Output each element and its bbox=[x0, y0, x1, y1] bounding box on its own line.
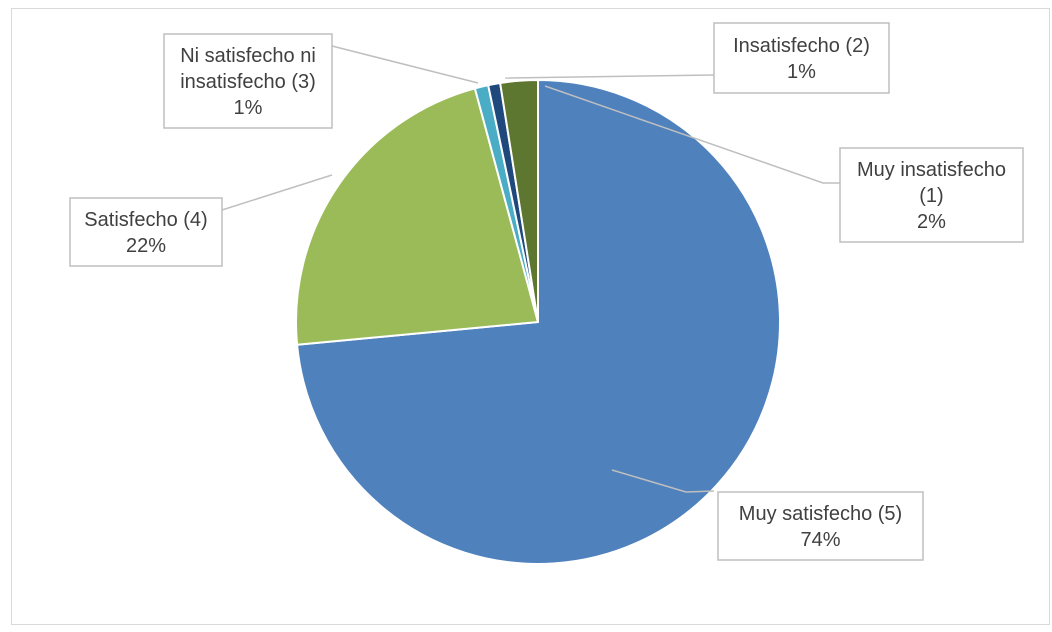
data-label-muy-insatisfecho-1: Muy insatisfecho (1) 2% bbox=[839, 147, 1024, 243]
data-label-box bbox=[713, 22, 890, 94]
data-label-text: Insatisfecho (2) 1% bbox=[733, 35, 870, 83]
data-label-category: (1) bbox=[919, 185, 943, 207]
data-label-text: Ni satisfecho ni insatisfecho (3) 1% bbox=[180, 45, 316, 119]
data-label-category: Ni satisfecho ni bbox=[180, 45, 316, 67]
pie-slice-satisfecho-4 bbox=[295, 87, 539, 346]
leader-line-insatisfecho-2 bbox=[504, 74, 715, 79]
data-label-text: Satisfecho (4) 22% bbox=[84, 209, 207, 257]
data-label-category: Insatisfecho (2) bbox=[733, 35, 870, 57]
data-label-percent: 22% bbox=[126, 235, 166, 257]
leader-lines-layer bbox=[221, 45, 840, 493]
data-label-text: Muy satisfecho (5) 74% bbox=[739, 503, 902, 551]
data-label-percent: 2% bbox=[917, 211, 946, 233]
data-label-box bbox=[839, 147, 1024, 243]
leader-line-satisfecho-4 bbox=[221, 174, 333, 211]
data-label-percent: 74% bbox=[800, 529, 840, 551]
leader-line-muy-satisfecho-5 bbox=[611, 469, 715, 493]
data-label-box bbox=[717, 491, 924, 561]
data-label-muy-satisfecho-5: Muy satisfecho (5) 74% bbox=[717, 491, 924, 561]
data-label-box bbox=[69, 197, 223, 267]
leader-line-ni-satisfecho-ni-insatisfecho-3 bbox=[331, 45, 479, 84]
data-label-category: Muy insatisfecho bbox=[857, 159, 1006, 181]
data-label-insatisfecho-2: Insatisfecho (2) 1% bbox=[713, 22, 890, 94]
chart-area-border bbox=[11, 8, 1050, 625]
leader-line-muy-insatisfecho-1 bbox=[544, 85, 840, 184]
data-label-satisfecho-4: Satisfecho (4) 22% bbox=[69, 197, 223, 267]
data-label-category: Satisfecho (4) bbox=[84, 209, 207, 231]
data-label-category: Muy satisfecho (5) bbox=[739, 503, 902, 525]
data-label-text: Muy insatisfecho (1) 2% bbox=[857, 159, 1006, 233]
slices-layer bbox=[295, 79, 781, 565]
data-label-ni-satisfecho-ni-insatisfecho-3: Ni satisfecho ni insatisfecho (3) 1% bbox=[163, 33, 333, 129]
data-label-percent: 1% bbox=[787, 61, 816, 83]
data-label-percent: 1% bbox=[234, 97, 263, 119]
pie-slice-muy-insatisfecho-1 bbox=[499, 79, 539, 323]
data-labels-layer: Muy satisfecho (5) 74% Satisfecho (4) 22% Ni… bbox=[69, 22, 1024, 561]
data-label-category: insatisfecho (3) bbox=[180, 71, 316, 93]
data-label-box bbox=[163, 33, 333, 129]
